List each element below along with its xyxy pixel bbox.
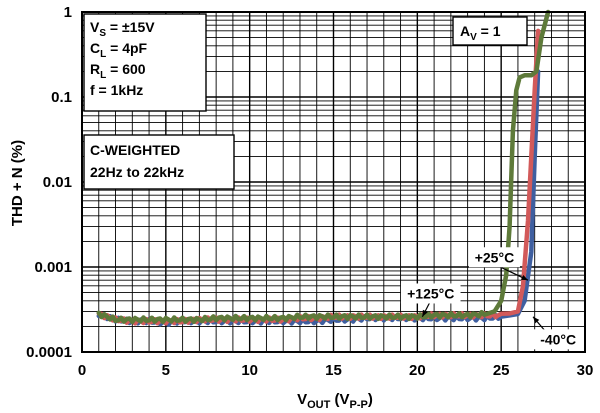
series-label: +125°C [407,285,454,301]
x-tick-label: 20 [409,362,426,379]
x-tick-label: 15 [325,362,342,379]
weighting-text: 22Hz to 22kHz [90,164,184,180]
weighting-box: C-WEIGHTED 22Hz to 22kHz [83,134,235,190]
gain-box: AV = 1 [452,16,528,46]
x-tick-label: 30 [577,362,594,379]
condition-text: f = 1kHz [90,82,143,98]
series-lines [96,9,551,328]
series-label: +25°C [475,249,514,265]
x-tick-label: 25 [493,362,510,379]
plot-frame [81,11,586,353]
series-line-2 [96,9,551,325]
condition-text: RL = 600 [90,61,146,81]
tick-labels: 0 5 10 15 20 25 30 0.0001 0.001 0.01 0.1 1 [26,4,593,379]
condition-text: AV = 1 [460,23,501,43]
y-tick-label: 1 [64,4,72,21]
condition-text: CL = 4pF [90,40,148,60]
x-tick-label: 10 [241,362,258,379]
series-label: -40°C [540,331,576,347]
y-tick-label: 0.001 [34,259,72,276]
x-tick-label: 5 [162,362,170,379]
y-axis-label: THD + N (%) [9,140,26,226]
y-tick-label: 0.0001 [26,344,72,361]
x-axis-label: VOUT (VP-P) [297,391,373,411]
y-tick-label: 0.1 [51,89,72,106]
y-tick-label: 0.01 [43,174,72,191]
series-annotations: +125°C +25°C -40°C [400,247,584,350]
x-tick-label: 0 [78,362,86,379]
weighting-text: C-WEIGHTED [90,142,180,158]
condition-text: VS = ±15V [90,19,155,39]
